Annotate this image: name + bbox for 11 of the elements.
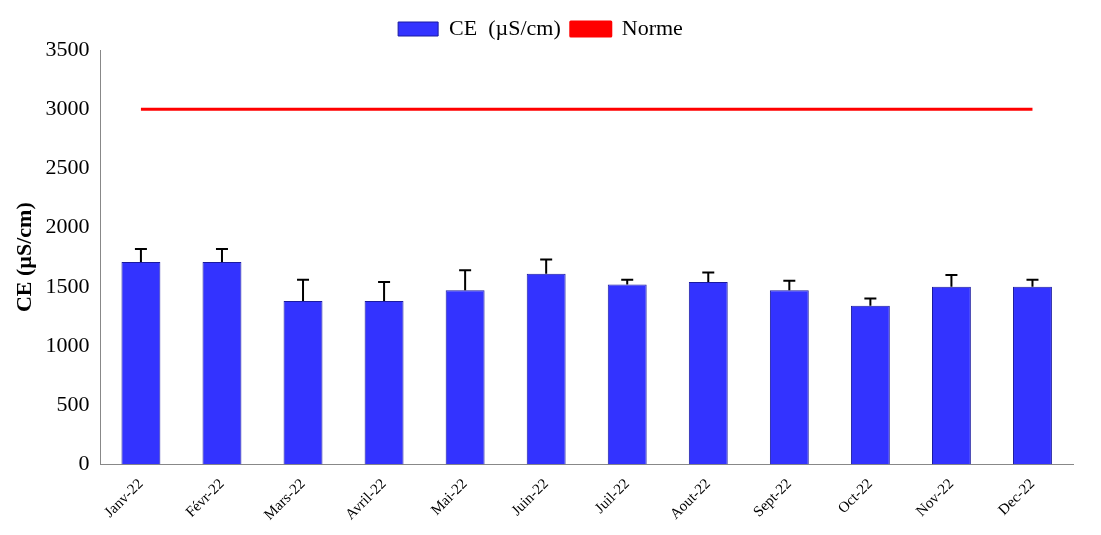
y-tick-label: 0 — [78, 450, 90, 476]
y-axis-title: CE (µS/cm) — [10, 202, 36, 313]
y-tick-label: 1500 — [45, 272, 90, 298]
y-tick-label: 3500 — [45, 35, 90, 61]
y-tick-label: 2500 — [45, 154, 90, 180]
y-tick-label: 3000 — [45, 94, 90, 120]
y-tick-label: 500 — [56, 390, 90, 416]
y-tick-label: 2000 — [45, 213, 90, 239]
y-tick-label: 1000 — [45, 331, 90, 357]
legend-label: CE (µS/cm) — [449, 14, 561, 40]
legend-label: Norme — [621, 14, 683, 40]
